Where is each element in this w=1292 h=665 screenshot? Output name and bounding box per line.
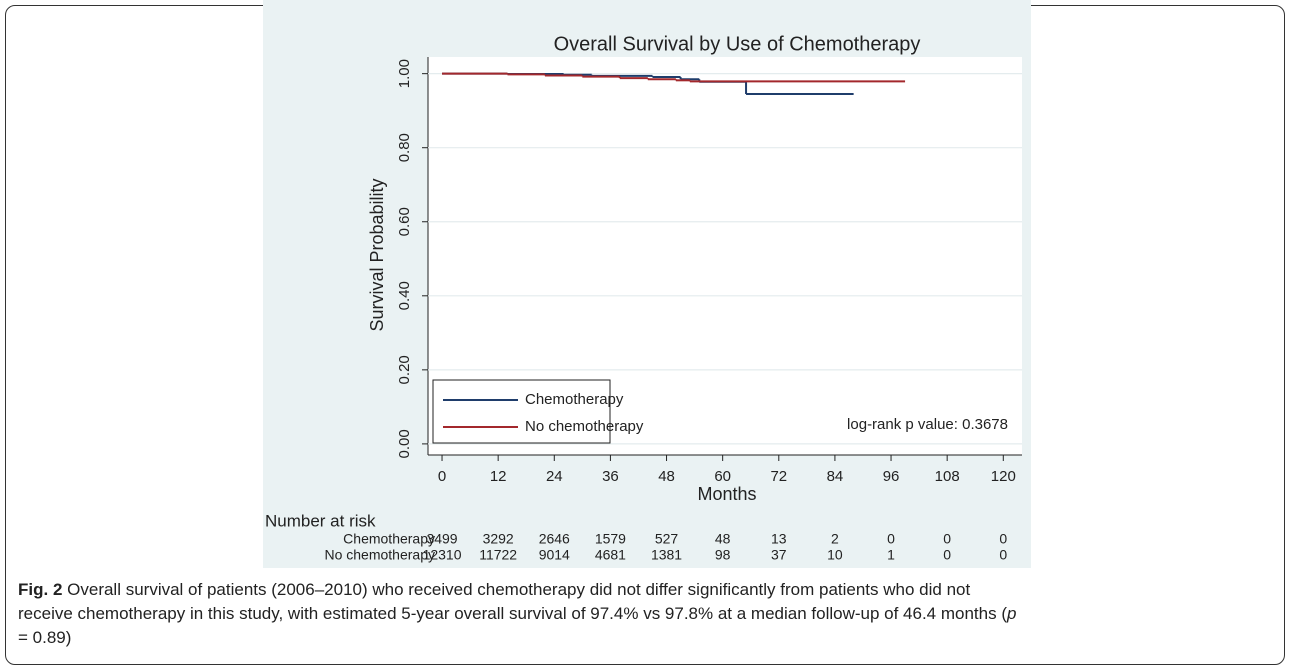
x-tick-label: 96 xyxy=(883,468,900,485)
risk-value: 3499 xyxy=(426,531,457,547)
x-tick-label: 0 xyxy=(438,468,446,485)
risk-value: 0 xyxy=(943,547,951,563)
y-tick-label: 0.20 xyxy=(396,355,413,384)
y-tick-label: 0.40 xyxy=(396,281,413,310)
risk-value: 3292 xyxy=(483,531,514,547)
x-tick-label: 48 xyxy=(658,468,675,485)
y-tick-label: 0.60 xyxy=(396,207,413,236)
y-axis-label: Survival Probability xyxy=(367,178,387,331)
legend-label: No chemotherapy xyxy=(525,418,644,435)
risk-value: 0 xyxy=(887,531,895,547)
risk-table-title: Number at risk xyxy=(265,511,376,530)
risk-value: 10 xyxy=(827,547,843,563)
x-tick-label: 12 xyxy=(490,468,507,485)
risk-value: 12310 xyxy=(423,547,462,563)
x-tick-label: 84 xyxy=(827,468,844,485)
y-tick-label: 0.80 xyxy=(396,133,413,162)
risk-row-name: No chemotherapy xyxy=(324,547,435,563)
risk-value: 2646 xyxy=(539,531,570,547)
risk-value: 0 xyxy=(999,531,1007,547)
risk-value: 98 xyxy=(715,547,731,563)
y-tick-label: 0.00 xyxy=(396,429,413,458)
risk-value: 1579 xyxy=(595,531,626,547)
x-tick-label: 72 xyxy=(770,468,787,485)
risk-value: 0 xyxy=(943,531,951,547)
risk-value: 0 xyxy=(999,547,1007,563)
caption-tail: = 0.89) xyxy=(18,628,72,647)
x-axis-label: Months xyxy=(697,484,756,504)
page: Overall Survival by Use of Chemotherapy … xyxy=(5,0,1285,665)
caption-text: Overall survival of patients (2006–2010)… xyxy=(18,580,1007,623)
risk-value: 48 xyxy=(715,531,731,547)
x-tick-label: 60 xyxy=(714,468,731,485)
y-tick-label: 1.00 xyxy=(396,59,413,88)
risk-value: 1381 xyxy=(651,547,682,563)
risk-value: 4681 xyxy=(595,547,626,563)
caption-label: Fig. 2 xyxy=(18,580,63,599)
risk-value: 9014 xyxy=(539,547,570,563)
x-tick-label: 108 xyxy=(935,468,960,485)
risk-value: 11722 xyxy=(479,547,517,563)
risk-value: 13 xyxy=(771,531,787,547)
legend-label: Chemotherapy xyxy=(525,391,624,408)
risk-value: 37 xyxy=(771,547,787,563)
x-tick-label: 36 xyxy=(602,468,619,485)
x-tick-label: 120 xyxy=(991,468,1016,485)
risk-value: 1 xyxy=(887,547,895,563)
annotation: log-rank p value: 0.3678 xyxy=(847,416,1008,433)
chart-title: Overall Survival by Use of Chemotherapy xyxy=(554,33,921,55)
risk-row-name: Chemotherapy xyxy=(343,531,435,547)
legend-box xyxy=(432,379,611,444)
risk-value: 527 xyxy=(655,531,679,547)
chart: Overall Survival by Use of Chemotherapy … xyxy=(263,0,1031,568)
caption-italic: p xyxy=(1007,604,1017,623)
caption: Fig. 2 Overall survival of patients (200… xyxy=(18,578,1028,650)
x-tick-label: 24 xyxy=(546,468,563,485)
risk-value: 2 xyxy=(831,531,839,547)
